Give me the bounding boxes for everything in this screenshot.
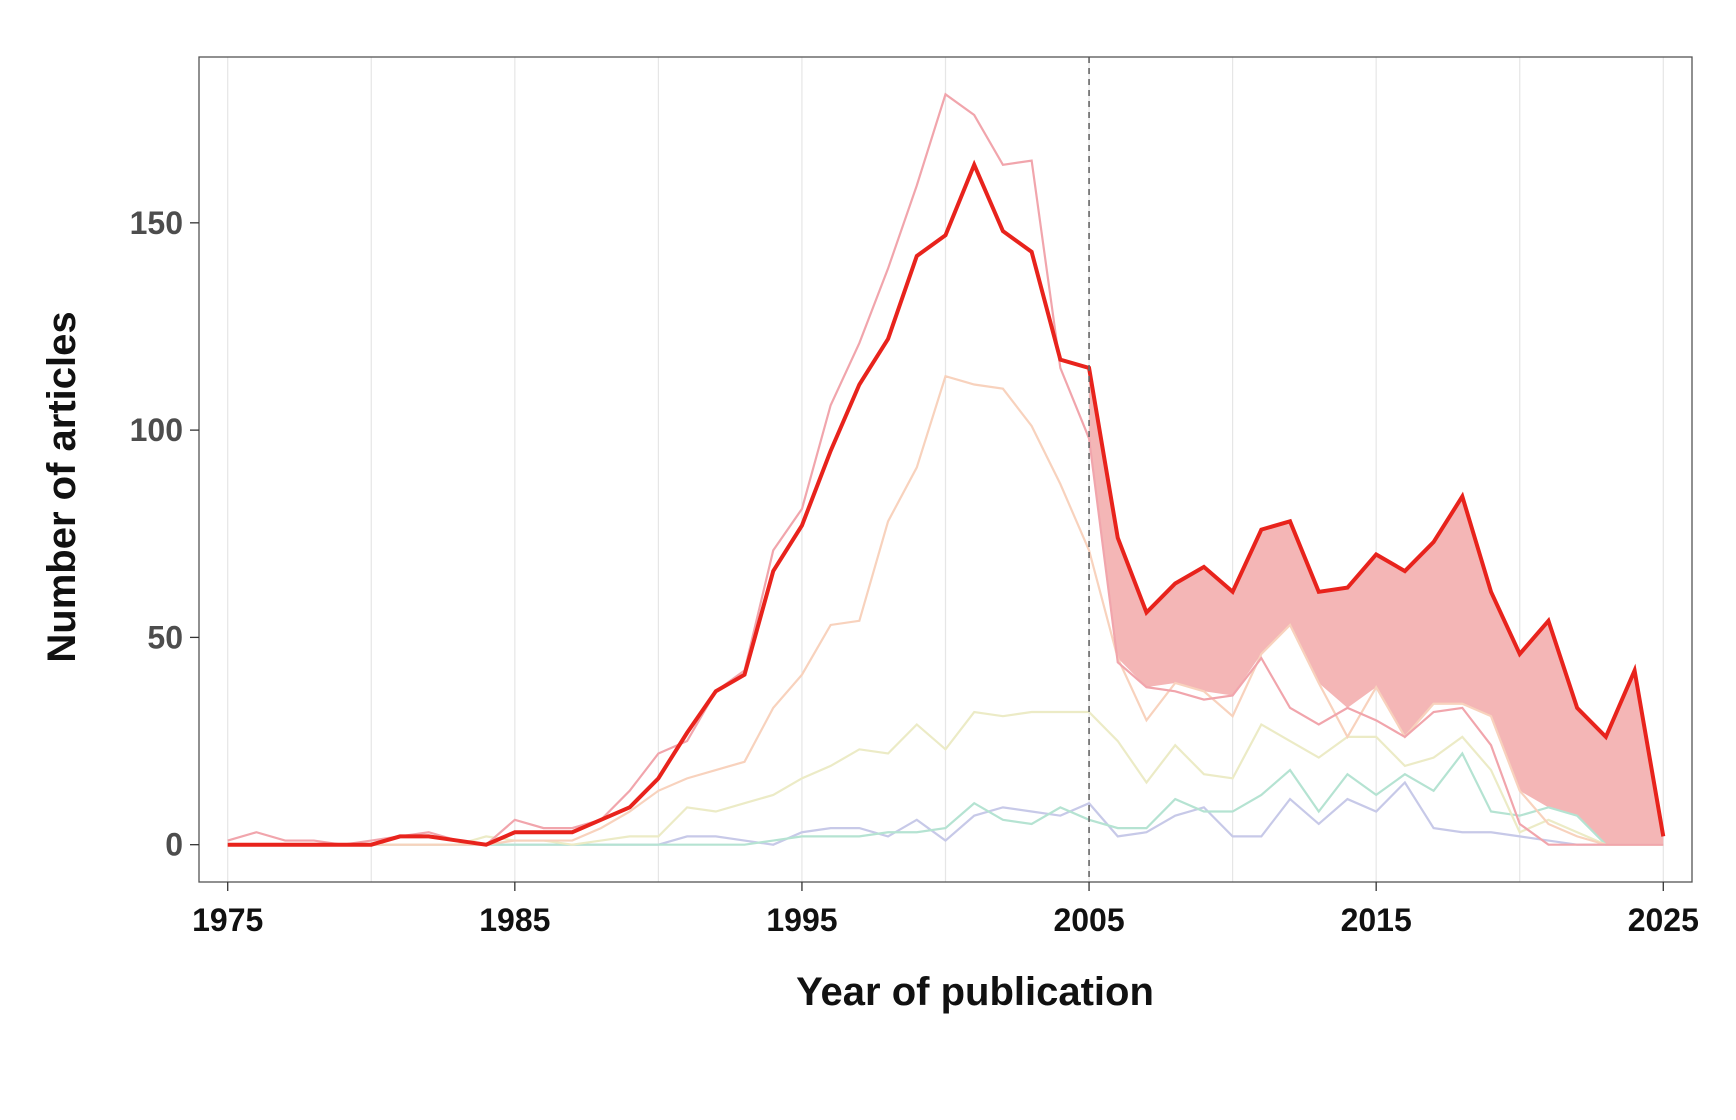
x-axis-title: Year of publication bbox=[796, 970, 1154, 1014]
x-tick-label: 1995 bbox=[766, 902, 837, 938]
y-tick-label: 150 bbox=[130, 205, 183, 241]
y-tick-label: 0 bbox=[165, 827, 183, 863]
y-tick-label: 100 bbox=[130, 412, 183, 448]
series-line-peach bbox=[227, 374, 1664, 846]
y-axis-title: Number of articles bbox=[40, 311, 84, 662]
x-tick-label: 1985 bbox=[479, 902, 550, 938]
x-tick-label: 2015 bbox=[1341, 902, 1412, 938]
shaded-band bbox=[1089, 367, 1664, 845]
x-tick-label: 1975 bbox=[192, 902, 263, 938]
series-lines bbox=[227, 92, 1666, 847]
band-area bbox=[1089, 367, 1664, 845]
x-axis-ticks: 1975 1985 1995 2005 2015 2025 bbox=[192, 882, 1699, 938]
series-line-total bbox=[227, 159, 1666, 847]
x-tick-label: 2025 bbox=[1628, 902, 1699, 938]
y-axis-ticks: 0 50 100 150 bbox=[130, 205, 199, 863]
x-tick-label: 2005 bbox=[1053, 902, 1124, 938]
y-tick-label: 50 bbox=[147, 619, 183, 655]
plot-frame bbox=[198, 56, 1693, 883]
